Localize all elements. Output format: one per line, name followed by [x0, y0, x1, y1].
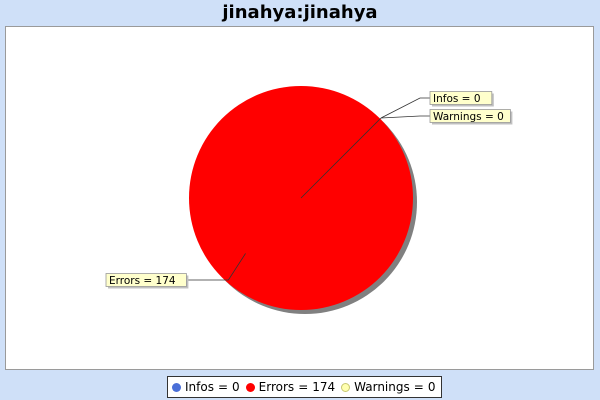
- chart-title: jinahya:jinahya: [222, 2, 378, 23]
- legend-marker-errors: [245, 382, 255, 392]
- legend-item-warnings: Warnings = 0: [341, 380, 435, 394]
- slice-label-errors: Errors = 174: [109, 275, 176, 287]
- legend-value-infos: 0: [232, 380, 240, 394]
- slice-label-box-errors: [105, 273, 187, 287]
- legend: Infos = 0 Errors = 174 Warnings = 0: [167, 376, 443, 398]
- legend-marker-warnings: [341, 382, 351, 392]
- legend-value-warnings: 0: [427, 380, 436, 394]
- slice-label-box-warnings: [429, 109, 511, 123]
- slice-label-box-infos: [429, 91, 493, 105]
- legend-sep-infos: =: [217, 380, 229, 394]
- slice-label-infos: Infos = 0: [433, 93, 481, 105]
- legend-sep-warnings: =: [413, 380, 424, 394]
- legend-item-errors: Errors = 174: [245, 380, 336, 394]
- legend-sep-errors: =: [298, 380, 309, 394]
- legend-value-errors: 174: [312, 380, 336, 394]
- legend-marker-infos: [172, 382, 181, 392]
- leader-line-errors: [186, 253, 246, 281]
- slice-label-warnings: Warnings = 0: [433, 111, 504, 123]
- legend-label-warnings: Warnings: [354, 380, 410, 394]
- legend-label-errors: Errors: [258, 380, 295, 394]
- legend-item-infos: Infos = 0: [172, 380, 240, 394]
- leader-line-center: [300, 117, 382, 199]
- pie-chart: Infos = 0 Errors = 174 Warnings = 0: [105, 86, 513, 314]
- leader-line-infos: [380, 97, 430, 119]
- legend-label-infos: Infos: [185, 380, 214, 394]
- plot-area: Infos = 0 Errors = 174 Warnings = 0: [5, 26, 594, 370]
- leader-line-warnings: [380, 115, 430, 119]
